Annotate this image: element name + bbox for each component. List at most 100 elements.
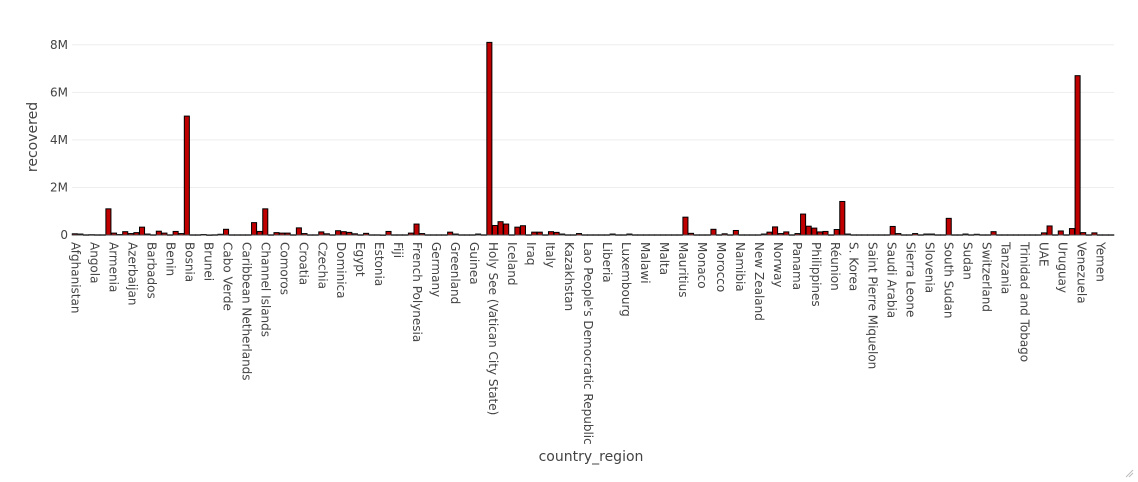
x-tick-label: Sudan <box>961 242 975 280</box>
x-tick-label: Croatia <box>296 242 310 285</box>
x-tick-label: Iceland <box>505 242 519 285</box>
x-tick-label: Mauritius <box>676 242 690 297</box>
bar <box>491 224 498 236</box>
x-tick-label: Estonia <box>372 242 386 286</box>
x-tick-label: Uruguay <box>1056 242 1070 293</box>
bar <box>811 227 818 236</box>
bar <box>385 230 392 236</box>
resize-grip-icon[interactable] <box>1124 468 1134 478</box>
x-tick-label: Comoros <box>277 242 291 295</box>
bar <box>503 223 510 236</box>
x-tick-label: Bosnia <box>182 242 196 282</box>
x-tick-label: South Sudan <box>942 242 956 319</box>
x-tick-label: Norway <box>771 242 785 288</box>
x-tick-label: Armenia <box>107 242 121 292</box>
x-tick-label: Holy See (Vatican City State) <box>486 242 500 415</box>
bar <box>800 213 807 236</box>
x-tick-label: Germany <box>429 242 443 297</box>
x-tick-label: Barbados <box>144 242 158 299</box>
x-tick-label: Saudi Arabia <box>885 242 899 318</box>
x-tick-label: Malta <box>657 242 671 275</box>
y-axis-title: recovered <box>25 102 41 172</box>
x-tick-label: Trinidad and Tobago <box>1018 241 1032 362</box>
x-tick-label: Réunion <box>828 242 842 291</box>
x-axis-ticks: Afghanistan Angola Armenia Azerbaijan Barbad… <box>69 241 1108 445</box>
bars <box>71 41 1115 236</box>
bar <box>486 41 493 236</box>
bar <box>732 229 739 236</box>
bar <box>413 223 420 236</box>
x-tick-label: Tanzania <box>999 241 1013 294</box>
bar <box>172 230 179 236</box>
x-tick-label: Guinea <box>467 242 481 285</box>
x-tick-label: Channel Islands <box>258 242 272 337</box>
bar <box>945 217 952 236</box>
x-tick-label: Malawi <box>638 242 652 284</box>
x-tick-label: Iraq <box>524 242 538 265</box>
x-tick-label: Lao People's Democratic Republic <box>581 242 595 445</box>
x-tick-label: Brunei <box>201 242 215 281</box>
x-tick-label: Namibia <box>733 242 747 292</box>
bar <box>105 208 112 236</box>
bar <box>1074 75 1081 236</box>
gridlines <box>72 44 1114 188</box>
x-tick-label: Panama <box>790 242 804 290</box>
y-tick-label: 8M <box>50 38 68 52</box>
y-tick-label: 2M <box>50 180 68 194</box>
bar <box>682 216 689 236</box>
bar <box>497 221 504 236</box>
bar <box>223 228 230 236</box>
bar <box>839 200 846 236</box>
y-axis-ticks: 0 2M 4M 6M 8M <box>50 38 68 242</box>
x-tick-label: Sierra Leone <box>904 242 918 317</box>
x-tick-label: Czechia <box>315 242 329 289</box>
x-tick-label: Italy <box>543 242 557 268</box>
x-tick-label: Morocco <box>714 242 728 292</box>
bar <box>822 230 829 236</box>
x-tick-label: UAE <box>1037 242 1051 267</box>
bar <box>710 228 717 236</box>
bar <box>183 115 190 236</box>
bar <box>295 227 302 236</box>
x-tick-label: Kazakhstan <box>562 242 576 311</box>
x-tick-label: Cabo Verde <box>220 242 234 311</box>
x-tick-label: Slovenia <box>923 242 937 293</box>
bar <box>139 226 146 236</box>
x-tick-label: Greenland <box>448 242 462 304</box>
x-tick-label: New Zealand <box>752 242 766 321</box>
bar <box>1057 230 1064 236</box>
bar <box>519 225 526 236</box>
bar <box>155 230 162 236</box>
bar <box>256 230 263 236</box>
y-tick-label: 4M <box>50 133 68 147</box>
bar <box>805 225 812 236</box>
x-tick-label: Egypt <box>353 242 367 277</box>
x-tick-label: Benin <box>163 242 177 276</box>
x-tick-label: French Polynesia <box>410 242 424 342</box>
bar <box>1068 228 1075 236</box>
y-tick-label: 0 <box>60 228 68 242</box>
bar <box>251 222 258 236</box>
x-tick-label: Angola <box>88 242 102 283</box>
bar <box>1046 225 1053 236</box>
y-tick-label: 6M <box>50 85 68 99</box>
x-tick-label: Yemen <box>1094 241 1108 282</box>
x-tick-label: Fiji <box>391 242 405 258</box>
x-tick-label: Azerbaijan <box>125 242 139 305</box>
x-tick-label: Caribbean Netherlands <box>239 242 253 381</box>
bar <box>262 208 269 236</box>
x-tick-label: Luxembourg <box>619 242 633 317</box>
x-tick-label: Dominica <box>334 242 348 299</box>
bar <box>335 230 342 236</box>
x-tick-label: Afghanistan <box>69 242 83 313</box>
x-tick-label: Saint Pierre Miquelon <box>866 242 880 369</box>
x-tick-label: Switzerland <box>980 242 994 312</box>
x-tick-label: S. Korea <box>847 242 861 291</box>
bar <box>889 225 896 236</box>
bar <box>514 226 521 236</box>
bar <box>772 226 779 236</box>
x-tick-label: Philippines <box>809 242 823 307</box>
x-axis-title: country_region <box>539 449 644 465</box>
bar <box>833 229 840 236</box>
